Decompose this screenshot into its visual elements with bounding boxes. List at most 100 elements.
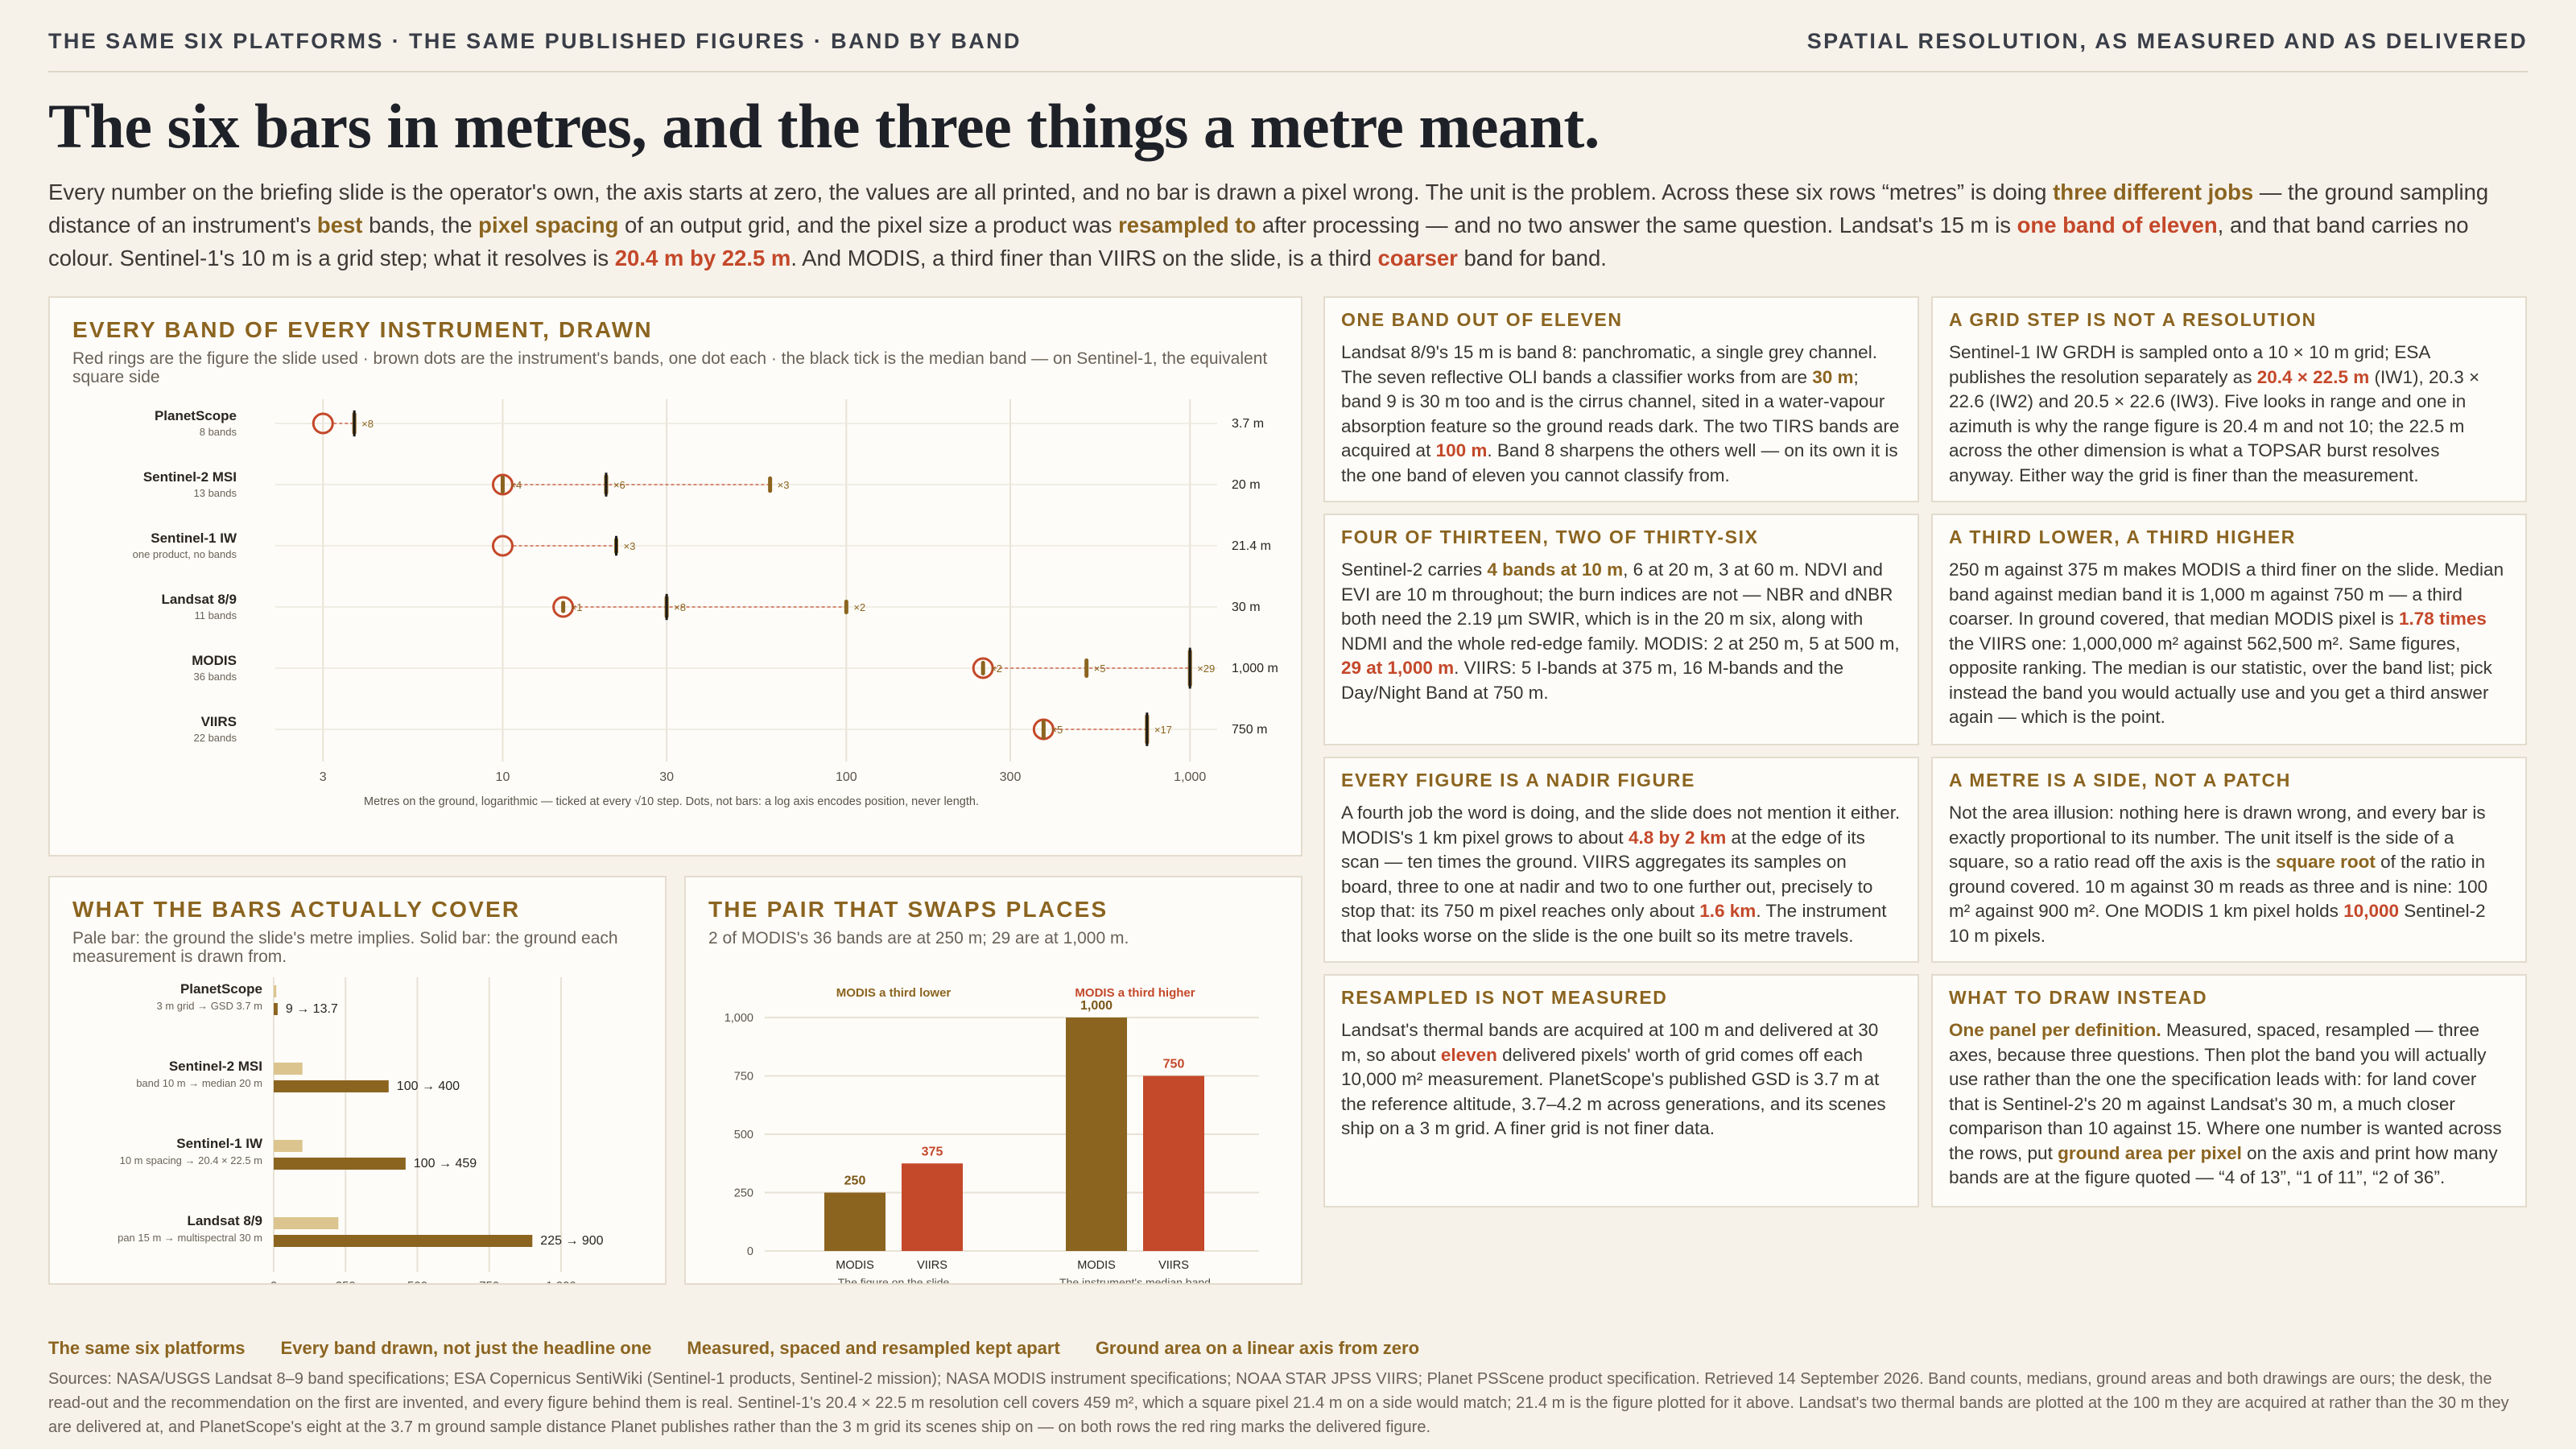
highlight-brown: pixel spacing — [478, 213, 619, 237]
bar-value-label: 225 → 900 — [540, 1234, 603, 1248]
highlight-red: 100 m — [1435, 440, 1488, 460]
slide-figure-ring — [312, 412, 334, 435]
row-sublabel: one product, no bands — [133, 548, 237, 560]
pair-bar — [824, 1192, 886, 1251]
text-run: . Band 8 sharpens the others well — on i… — [1341, 440, 1898, 485]
band-dot — [561, 601, 566, 613]
band-count-label: ×5 — [1051, 724, 1063, 736]
kicker-left: THE SAME SIX PLATFORMS · THE SAME PUBLIS… — [48, 29, 1022, 53]
text-run: of the ratio in ground covered. 10 m aga… — [1949, 852, 2488, 921]
x-tick-label: 1,000 — [546, 1279, 576, 1283]
note-body: 250 m against 375 m makes MODIS a third … — [1949, 558, 2509, 730]
band-count-label: ×6 — [613, 479, 625, 491]
slide-figure-ring — [491, 473, 514, 496]
panel-every-band: EVERY BAND OF EVERY INSTRUMENT, DRAWN Re… — [48, 296, 1302, 857]
panel-bars-cover: WHAT THE BARS ACTUALLY COVER Pale bar: t… — [48, 876, 667, 1285]
text-run: bands, the — [362, 213, 479, 237]
x-tick-label: 250 — [336, 1279, 356, 1283]
note-title: FOUR OF THIRTEEN, TWO OF THIRTY-SIX — [1341, 526, 1759, 547]
group-header: MODIS a third higher — [1075, 986, 1195, 1000]
ground-area-chart: 0 250 500 750 1,000 PlanetScope 3 m grid → GSD… — [118, 977, 604, 1283]
row-label: Sentinel-2 MSI — [143, 469, 237, 485]
highlight-red: 1.6 km — [1699, 901, 1757, 921]
pair-bar-chart: 0 250 500 750 1,000 MODIS a third lower 250 MOD… — [724, 986, 1259, 1283]
panel-every-band-subtitle: Red rings are the figure the slide used … — [72, 349, 1268, 386]
band-count-label: ×29 — [1197, 663, 1215, 675]
bar-value-label: 1,000 — [1080, 999, 1113, 1013]
band-count-label: ×8 — [361, 418, 374, 430]
text-run: . And MODIS, a third finer than VIIRS on… — [791, 246, 1378, 270]
note-title: A GRID STEP IS NOT A RESOLUTION — [1949, 309, 2317, 330]
row-sublabel: 10 m spacing → 20.4 × 22.5 m — [120, 1154, 262, 1166]
note-body: Landsat 8/9's 15 m is band 8: panchromat… — [1341, 341, 1901, 488]
bar-category-label: MODIS — [836, 1259, 874, 1272]
x-tick-label: 30 — [659, 770, 674, 784]
row-label: PlanetScope — [155, 408, 237, 423]
slide-figure-ring — [552, 596, 575, 618]
note-body: Sentinel-1 IW GRDH is sampled onto a 10 … — [1949, 341, 2509, 488]
row-label: Landsat 8/9 — [187, 1213, 262, 1228]
note-card: A THIRD LOWER, A THIRD HIGHER 250 m again… — [1931, 514, 2527, 745]
text-run: the VIIRS one: 1,000,000 m² against 562,… — [1949, 633, 2492, 728]
row-sublabel: 11 bands — [194, 609, 237, 621]
panel-bars-cover-title: WHAT THE BARS ACTUALLY COVER — [72, 897, 521, 922]
measured-bar — [274, 1003, 278, 1015]
text-run: Every number on the briefing slide is th… — [48, 180, 2054, 204]
row-sublabel: 36 bands — [194, 671, 237, 683]
implied-bar — [274, 1140, 303, 1152]
note-card: RESAMPLED IS NOT MEASURED Landsat's therm… — [1323, 974, 1919, 1208]
median-value-label: 20 m — [1232, 478, 1261, 492]
band-count-label: ×5 — [1094, 663, 1106, 675]
text-run: Measured, spaced, resampled — three axes… — [1949, 1020, 2502, 1163]
panel-pair-swaps-subtitle: 2 of MODIS's 36 bands are at 250 m; 29 a… — [708, 929, 1129, 947]
band-dot — [500, 475, 505, 494]
bar-category-label: MODIS — [1077, 1259, 1116, 1272]
note-card: WHAT TO DRAW INSTEAD One panel per defini… — [1931, 974, 2527, 1208]
text-run: — the ground sampling distance of an ins… — [48, 180, 2489, 237]
highlight-red: one band of eleven — [2017, 213, 2218, 237]
text-run: Sentinel-2 10 m pixels. — [1949, 901, 2486, 946]
row-sublabel: pan 15 m → multispectral 30 m — [118, 1232, 262, 1244]
text-run: delivered pixels' worth of grid comes of… — [1341, 1044, 1886, 1139]
row-sublabel: 22 bands — [194, 732, 237, 744]
text-run: (IW1), 20.3 × 22.6 (IW2) and 20.5 × 22.6… — [1949, 366, 2480, 485]
kicker-right: SPATIAL RESOLUTION, AS MEASURED AND AS D… — [1806, 29, 2528, 53]
group-caption: The figure on the slide — [838, 1276, 950, 1283]
text-run: at the edge of its scan — ten times the … — [1341, 827, 1873, 922]
panel-bars-cover-subtitle: Pale bar: the ground the slide's metre i… — [72, 929, 618, 966]
highlight-brown: best — [316, 213, 363, 237]
x-tick-label: 0 — [270, 1279, 277, 1283]
panel-pair-swaps-title: THE PAIR THAT SWAPS PLACES — [708, 897, 1108, 922]
page-title: The six bars in metres, and the three th… — [48, 91, 1600, 161]
text-run: of an output grid, and the pixel size a … — [618, 213, 1119, 237]
measured-bar — [274, 1080, 389, 1092]
bar-category-label: VIIRS — [917, 1259, 947, 1272]
implied-bar — [274, 985, 277, 997]
row-label: VIIRS — [201, 714, 237, 729]
band-count-label: ×2 — [990, 663, 1002, 675]
x-tick-label: 3 — [320, 770, 327, 784]
band-count-label: ×8 — [674, 601, 686, 613]
row-label: PlanetScope — [180, 981, 262, 997]
note-card: EVERY FIGURE IS A NADIR FIGURE A fourth j… — [1323, 757, 1919, 963]
text-run: Landsat's thermal bands are acquired at … — [1341, 1020, 1879, 1065]
median-value-label: 750 m — [1232, 723, 1267, 737]
y-tick-label: 0 — [747, 1245, 753, 1258]
band-dot — [844, 599, 848, 615]
band-dot-chart: 3 10 30 100 300 1,000 PlanetScope 8 bands ×8 3.7 … — [133, 399, 1278, 808]
highlight-red: eleven — [1440, 1044, 1497, 1065]
text-run: on the axis and print how many bands are… — [1949, 1142, 2498, 1188]
note-card: A METRE IS A SIDE, NOT A PATCH Not the ar… — [1931, 757, 2527, 963]
highlight-red: 20.4 × 22.5 m — [2256, 366, 2370, 387]
highlight-brown: One panel per definition. — [1949, 1020, 2161, 1040]
sources-note: Sources: NASA/USGS Landsat 8–9 band spec… — [48, 1370, 2509, 1436]
row-sublabel: band 10 m → median 20 m — [136, 1077, 262, 1089]
row-label: Landsat 8/9 — [161, 592, 237, 607]
footer-tag: The same six platforms — [48, 1338, 246, 1358]
slide-figure-ring — [491, 535, 514, 557]
text-run: Not the area illusion: nothing here is d… — [1949, 803, 2486, 872]
page: THE SAME SIX PLATFORMS · THE SAME PUBLIS… — [48, 0, 2528, 1449]
row-label: MODIS — [192, 653, 237, 668]
highlight-brown: three different jobs — [2053, 180, 2254, 204]
measured-bar — [274, 1235, 533, 1247]
